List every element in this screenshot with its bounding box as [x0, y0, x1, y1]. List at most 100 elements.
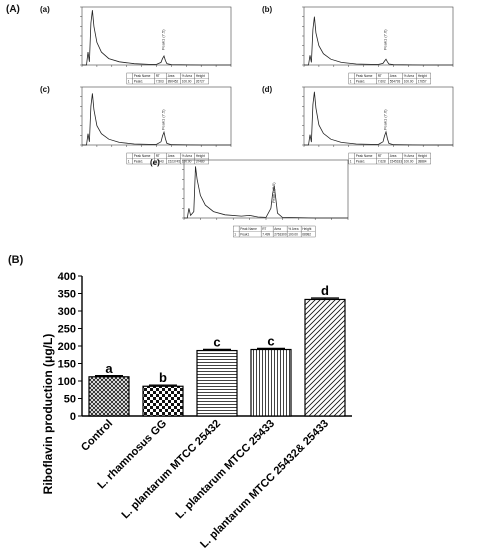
- table-header-cell: Peak Name: [134, 154, 151, 158]
- y-tick-label: 100: [58, 376, 76, 388]
- table-cell: Peak1: [356, 160, 365, 164]
- chromatogram-trace: [82, 10, 231, 66]
- hplc-chromatogram-d: Peak1 (7.6) Peak Name RT Area % Area Height 1 P…: [302, 86, 454, 165]
- chromatogram-trace: [184, 166, 348, 219]
- plot-frame: [303, 86, 454, 146]
- table-cell: 554793: [390, 80, 401, 84]
- bar: [250, 348, 292, 417]
- significance-letter: b: [159, 370, 167, 385]
- y-tick-label: 50: [64, 394, 76, 406]
- table-cell: 7.543: [156, 160, 164, 164]
- subpanel-c-label: (c): [40, 85, 50, 94]
- table-header-cell: RT: [156, 154, 160, 158]
- table-cell: 7.503: [156, 80, 164, 84]
- table-cell: 1: [350, 80, 352, 84]
- table-header-cell: % Area: [288, 227, 299, 231]
- bar: [196, 349, 238, 417]
- subpanel-e-label: (e): [150, 158, 160, 167]
- y-tick-label: 400: [58, 271, 76, 283]
- y-tick-label: 350: [58, 289, 76, 301]
- hplc-chromatogram-b: Peak1 (7.6) Peak Name RT Area % Area Height 1 P…: [302, 6, 454, 85]
- table-cell: Peak1: [134, 160, 143, 164]
- table-header-cell: RT: [156, 74, 160, 78]
- table-cell: 2763300: [274, 233, 287, 237]
- table-cell: 890452: [168, 80, 179, 84]
- panel-b-label: (B): [8, 254, 24, 266]
- table-cell: 68982: [302, 233, 311, 237]
- plot-frame: [183, 159, 349, 219]
- significance-letter: a: [105, 361, 113, 376]
- table-header-cell: Peak Name: [356, 154, 373, 158]
- bar: [304, 298, 346, 417]
- y-tick-label: 300: [58, 306, 76, 318]
- y-tick-label: 0: [70, 411, 76, 423]
- plot-frame: [81, 6, 232, 66]
- table-header-cell: Peak Name: [134, 74, 151, 78]
- table-cell: 1: [234, 233, 236, 237]
- y-tick-label: 150: [58, 359, 76, 371]
- chromatogram-trace: [82, 93, 231, 146]
- category-label: L. plantarum MTCC 25432: [120, 418, 224, 522]
- subpanel-b-label: (b): [262, 5, 273, 14]
- table-cell: 38884: [418, 160, 427, 164]
- category-label: L. plantarum MTCC 25433: [174, 418, 278, 522]
- bar: [88, 376, 130, 417]
- table-cell: 7.499: [262, 233, 270, 237]
- table-cell: 37480: [196, 160, 205, 164]
- significance-letter: d: [321, 283, 329, 298]
- table-cell: 1: [350, 160, 352, 164]
- table-cell: 7.628: [378, 160, 386, 164]
- category-label: Control: [79, 418, 115, 454]
- chromatogram-trace: [304, 16, 453, 66]
- table-header-cell: Height: [418, 74, 427, 78]
- peak-annotation: Peak1 (7.5): [161, 29, 166, 50]
- table-header-cell: % Area: [182, 74, 193, 78]
- table-header-cell: % Area: [404, 154, 415, 158]
- table-cell: 17657: [418, 80, 427, 84]
- table-header-cell: RT: [378, 154, 382, 158]
- table-header-cell: RT: [262, 227, 266, 231]
- significance-letter: c: [267, 333, 274, 348]
- peak-annotation: Peak1 (7.5): [271, 182, 276, 203]
- table-header-cell: Height: [302, 227, 311, 231]
- table-header-cell: Peak Name: [240, 227, 257, 231]
- riboflavin-bar-chart: Riboflavin production (μg/L) 0 50 100 150 20…: [41, 271, 352, 550]
- table-header-cell: Area: [168, 154, 175, 158]
- table-cell: 100.00: [182, 160, 192, 164]
- table-header-cell: Peak Name: [356, 74, 373, 78]
- table-header-cell: RT: [378, 74, 382, 78]
- chromatogram-trace: [304, 91, 453, 146]
- table-cell: 1: [128, 80, 130, 84]
- table-header-cell: Area: [274, 227, 281, 231]
- table-header-cell: % Area: [404, 74, 415, 78]
- hplc-chromatogram-a: Peak1 (7.5) Peak Name RT Area % Area Height 1 P…: [80, 6, 232, 85]
- table-cell: 100.00: [404, 80, 414, 84]
- table-header-cell: Height: [196, 74, 205, 78]
- table-cell: 100.00: [182, 80, 192, 84]
- peak-annotation: Peak1 (7.6): [383, 109, 388, 130]
- table-cell: 1523745: [168, 160, 181, 164]
- table-header-cell: % Area: [182, 154, 193, 158]
- subpanel-a-label: (a): [40, 5, 50, 14]
- table-header-cell: Area: [390, 154, 397, 158]
- table-header-cell: Area: [390, 74, 397, 78]
- table-cell: Peak1: [134, 80, 143, 84]
- table-cell: 100.00: [404, 160, 414, 164]
- table-cell: 7.602: [378, 80, 386, 84]
- panel-a-label: (A): [6, 4, 20, 15]
- subpanel-d-label: (d): [262, 85, 273, 94]
- y-tick-label: 250: [58, 324, 76, 336]
- table-header-cell: Height: [196, 154, 205, 158]
- table-header-cell: Area: [168, 74, 175, 78]
- peak-annotation: Peak1 (7.6): [383, 29, 388, 50]
- table-cell: 1545183: [390, 160, 403, 164]
- table-header-cell: Height: [418, 154, 427, 158]
- table-cell: 1: [128, 160, 130, 164]
- y-axis-label: Riboflavin production (μg/L): [41, 334, 55, 495]
- table-cell: Peak1: [240, 233, 249, 237]
- table-cell: 26727: [196, 80, 205, 84]
- table-cell: 100.00: [288, 233, 298, 237]
- table-cell: Peak1: [356, 80, 365, 84]
